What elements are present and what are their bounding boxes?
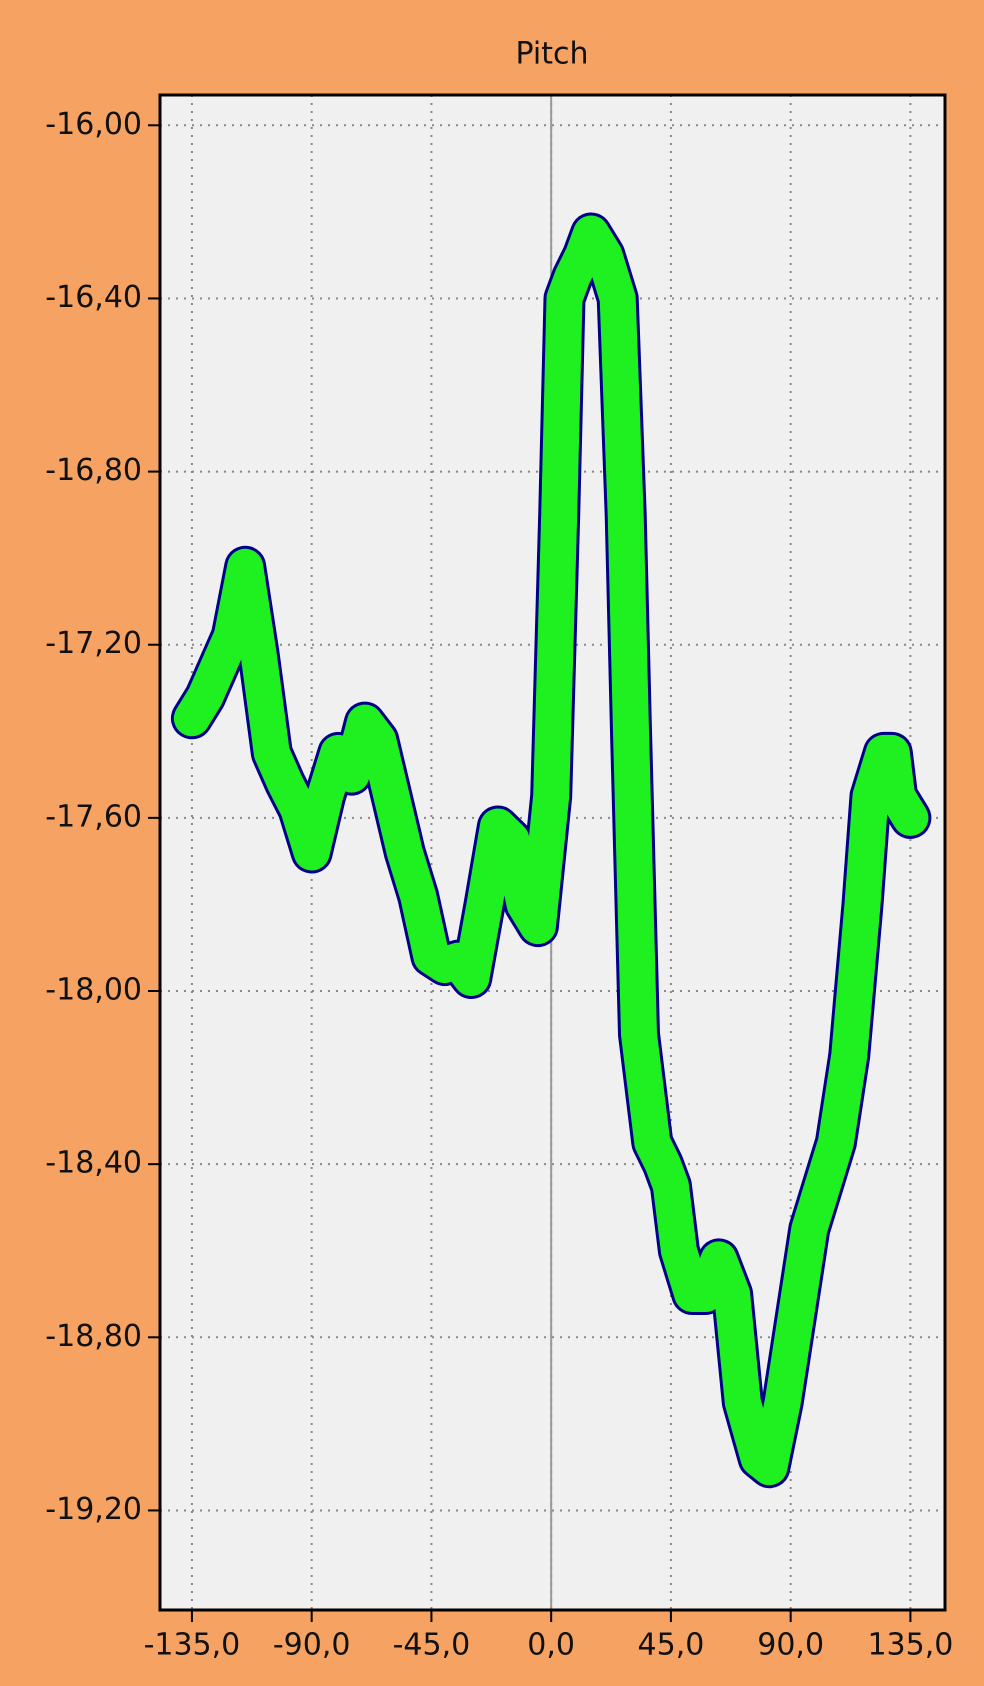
x-tick-label: 0,0 [527, 1628, 575, 1663]
y-tick-label: -17,60 [45, 799, 142, 834]
y-tick-label: -16,00 [45, 107, 142, 142]
line [173, 215, 929, 1486]
y-tick-label: -16,80 [45, 453, 142, 488]
y-tick-label: -16,40 [45, 280, 142, 315]
y-tick-label: -19,20 [45, 1492, 142, 1527]
x-tick-label: -45,0 [393, 1628, 471, 1663]
y-tick-label: -18,80 [45, 1319, 142, 1354]
x-tick-label: -90,0 [273, 1628, 351, 1663]
y-tick-label: -18,00 [45, 973, 142, 1008]
x-tick-label: -135,0 [144, 1628, 241, 1663]
y-tick-label: -17,20 [45, 626, 142, 661]
chart-title: Pitch [515, 37, 588, 72]
x-tick-label: 135,0 [867, 1628, 953, 1663]
y-tick-label: -18,40 [45, 1146, 142, 1181]
plot-frame [158, 93, 947, 1612]
x-tick-label: 90,0 [757, 1628, 824, 1663]
x-tick-label: 45,0 [638, 1628, 705, 1663]
